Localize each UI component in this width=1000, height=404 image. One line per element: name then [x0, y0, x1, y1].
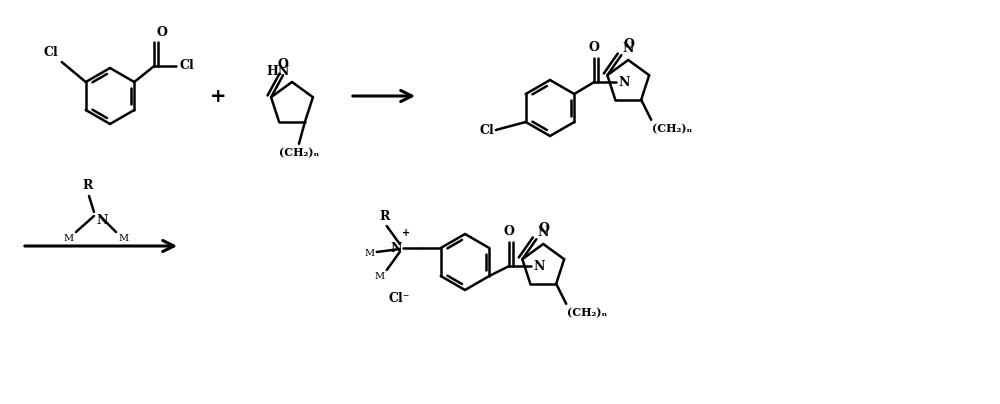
Text: (CH₂)ₙ: (CH₂)ₙ	[652, 123, 692, 134]
Text: N: N	[390, 242, 402, 255]
Text: N: N	[618, 76, 630, 88]
Text: +: +	[402, 228, 410, 238]
Text: M: M	[375, 272, 385, 281]
Text: +: +	[210, 86, 226, 105]
Text: O: O	[623, 38, 634, 51]
Text: Cl: Cl	[179, 59, 194, 72]
Text: Cl⁻: Cl⁻	[388, 292, 409, 305]
Text: O: O	[504, 225, 515, 238]
Text: O: O	[278, 58, 289, 71]
Text: O: O	[538, 222, 549, 235]
Text: N: N	[538, 226, 549, 239]
Text: N: N	[96, 214, 107, 227]
Text: O: O	[156, 26, 167, 39]
Text: Cl: Cl	[479, 124, 494, 137]
Text: R: R	[380, 210, 390, 223]
Text: M: M	[64, 234, 74, 243]
Text: N: N	[533, 259, 545, 273]
Text: M: M	[118, 234, 128, 243]
Text: HN: HN	[266, 65, 290, 78]
Text: O: O	[589, 41, 600, 54]
Text: R: R	[83, 179, 93, 192]
Text: (CH₂)ₙ: (CH₂)ₙ	[279, 147, 319, 158]
Text: N: N	[623, 42, 634, 55]
Text: M: M	[365, 248, 375, 257]
Text: Cl: Cl	[43, 46, 58, 59]
Text: (CH₂)ₙ: (CH₂)ₙ	[567, 307, 607, 318]
